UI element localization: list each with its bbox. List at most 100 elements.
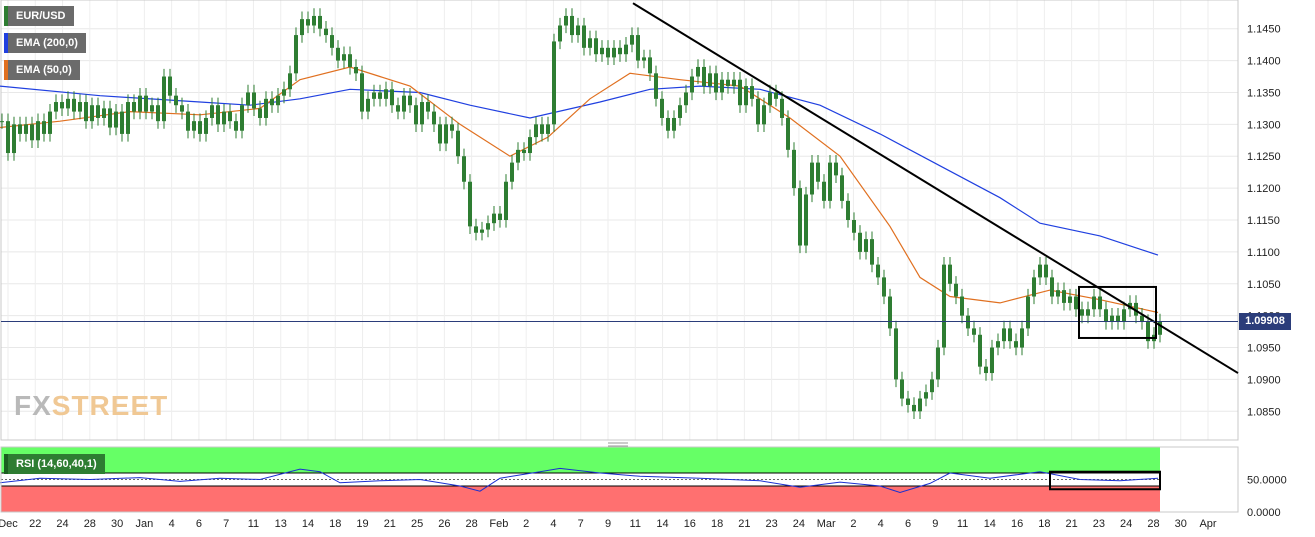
trendline xyxy=(632,2,1239,374)
candle-body xyxy=(804,194,808,246)
candle-body xyxy=(912,404,916,412)
candle-body xyxy=(714,73,718,93)
candle-body xyxy=(294,35,298,74)
candle-body xyxy=(900,379,904,399)
time-tick-label: 11 xyxy=(630,518,641,530)
candle-body xyxy=(222,111,226,125)
candle-body xyxy=(744,86,748,106)
legend-symbol[interactable]: EUR/USD xyxy=(4,6,74,26)
time-tick-label: 30 xyxy=(1175,518,1187,530)
legend-ema50-swatch xyxy=(4,60,8,80)
candle-body xyxy=(876,264,880,278)
time-tick-label: 2 xyxy=(523,518,529,530)
candle-body xyxy=(528,137,532,154)
candle-body xyxy=(1050,277,1054,297)
legend-rsi[interactable]: RSI (14,60,40,1) xyxy=(4,454,105,474)
candle-body xyxy=(768,92,772,106)
candle-body xyxy=(210,105,214,118)
overlays xyxy=(1,2,1239,374)
price-axis: 1.1450 1.1400 1.1350 1.1300 1.1250 1.1200 1.11… xyxy=(1247,24,1281,419)
time-tick-label: Mar xyxy=(817,518,836,530)
time-tick-label: 23 xyxy=(1093,518,1105,530)
time-tick-label: 2 xyxy=(850,518,856,530)
candle-body xyxy=(558,25,562,42)
current-price-tag: 1.09908 xyxy=(1239,313,1291,330)
candle-body xyxy=(834,162,838,176)
candle-body xyxy=(198,121,202,134)
legend-ema50[interactable]: EMA (50,0) xyxy=(4,60,80,80)
candle-body xyxy=(774,92,778,99)
candle-body xyxy=(1146,322,1150,342)
candle-body xyxy=(312,15,316,26)
candle-body xyxy=(660,98,664,118)
time-tick-label: 14 xyxy=(656,518,668,530)
price-tick-label: 1.0850 xyxy=(1247,406,1281,418)
candle-body xyxy=(1074,296,1078,310)
candle-body xyxy=(366,98,370,112)
candle-body xyxy=(522,149,526,154)
candle-body xyxy=(138,95,142,112)
candle-body xyxy=(342,54,346,61)
candle-body xyxy=(1086,309,1090,316)
candle-body xyxy=(102,108,106,118)
legend-ema200-swatch xyxy=(4,33,8,53)
candle-body xyxy=(414,105,418,125)
candle-body xyxy=(576,25,580,36)
candle-body xyxy=(474,226,478,233)
legend-ema200[interactable]: EMA (200,0) xyxy=(4,33,86,53)
rsi-tick-label: 0.0000 xyxy=(1247,507,1281,519)
candle-body xyxy=(960,296,964,316)
candle-body xyxy=(696,66,700,77)
candle-body xyxy=(948,264,952,284)
candle-body xyxy=(1032,277,1036,297)
time-tick-label: 18 xyxy=(329,518,341,530)
candle-body xyxy=(1014,341,1018,348)
candle-body xyxy=(360,73,364,112)
time-tick-label: 21 xyxy=(1066,518,1078,530)
price-tick-label: 1.1350 xyxy=(1247,87,1281,99)
candle-body xyxy=(516,149,520,163)
candle-body xyxy=(918,398,922,412)
rsi-line xyxy=(0,467,1159,494)
price-tick-label: 1.1250 xyxy=(1247,151,1281,163)
candle-body xyxy=(936,347,940,380)
legend-symbol-swatch xyxy=(4,6,8,26)
time-axis: Dec 22 24 28 30 Jan 4 6 7 11 13 14 18 19 21 25 26 28 Feb 2 4… xyxy=(0,518,1217,530)
candle-body xyxy=(336,47,340,61)
candle-body xyxy=(972,328,976,335)
candle-body xyxy=(1092,296,1096,310)
candle-body xyxy=(762,105,766,125)
candle-body xyxy=(282,89,286,96)
candle-body xyxy=(702,66,706,87)
candle-body xyxy=(966,315,970,329)
candle-body xyxy=(426,102,430,112)
candle-body xyxy=(828,162,832,201)
candle-body xyxy=(570,15,574,36)
candle-body xyxy=(480,229,484,233)
candle-body xyxy=(1008,328,1012,342)
price-tick-label: 1.1200 xyxy=(1247,183,1281,195)
candle-body xyxy=(690,76,694,93)
candle-body xyxy=(756,98,760,125)
candle-body xyxy=(216,105,220,125)
time-tick-label: Dec xyxy=(0,518,18,530)
candle-body xyxy=(276,95,280,106)
candle-body xyxy=(534,124,538,138)
price-tick-label: 1.1150 xyxy=(1247,215,1280,227)
candle-body xyxy=(624,44,628,55)
candle-body xyxy=(1140,315,1144,323)
candle-body xyxy=(234,121,238,131)
time-tick-label: 14 xyxy=(984,518,996,530)
candle-body xyxy=(858,232,862,252)
time-tick-label: 7 xyxy=(223,518,229,530)
candle-body xyxy=(330,35,334,48)
candle-body xyxy=(942,264,946,348)
price-tick-label: 1.0900 xyxy=(1247,374,1281,386)
candle-body xyxy=(18,124,22,134)
candle-body xyxy=(204,117,208,134)
candle-body xyxy=(678,105,682,118)
legend-ema200-label: EMA (200,0) xyxy=(16,37,78,49)
candle-body xyxy=(36,121,40,141)
consolidation-box xyxy=(1078,285,1157,339)
